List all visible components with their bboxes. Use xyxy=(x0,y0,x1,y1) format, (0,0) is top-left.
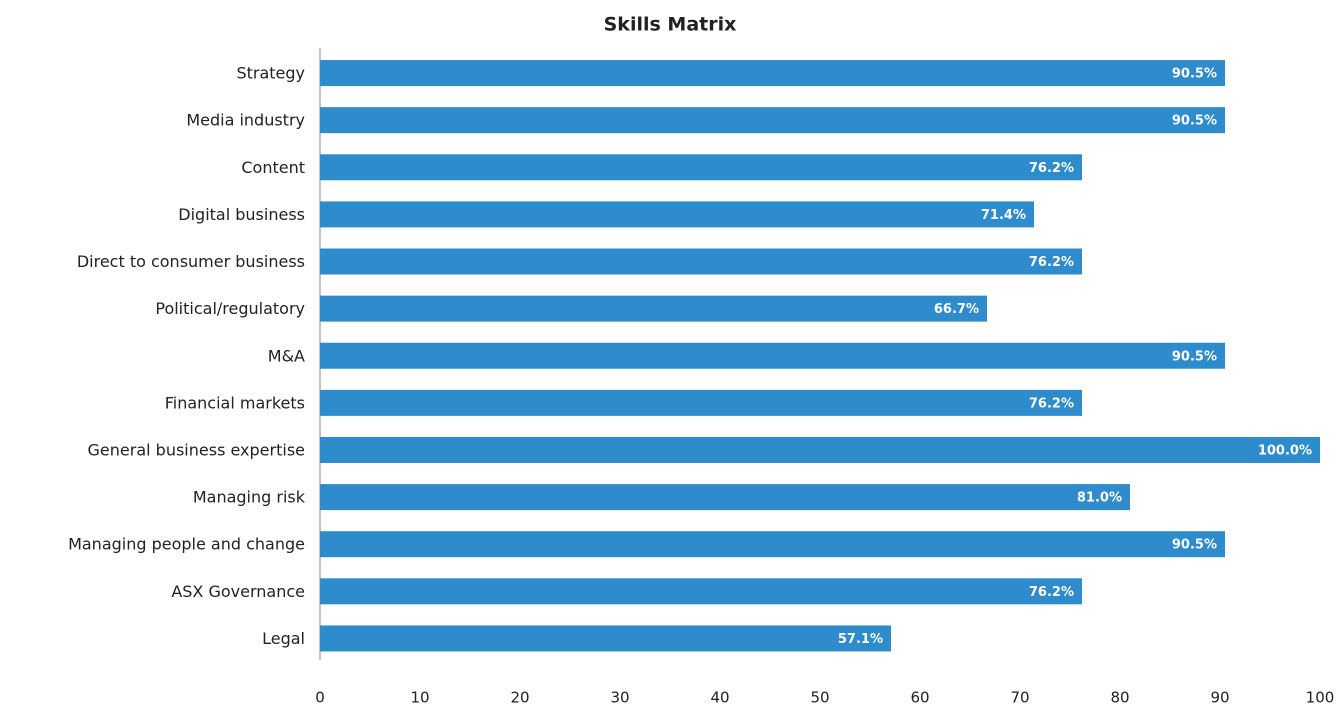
bar xyxy=(320,60,1225,87)
bar xyxy=(320,295,987,322)
bar xyxy=(320,154,1082,181)
y-tick-label: Direct to consumer business xyxy=(77,252,305,271)
y-tick-label: Political/regulatory xyxy=(155,299,305,318)
x-tick-label: 0 xyxy=(315,689,325,707)
y-tick-label: General business expertise xyxy=(88,440,305,459)
y-tick-label: Legal xyxy=(262,629,305,648)
x-tick-label: 100 xyxy=(1306,689,1335,707)
value-label: 71.4% xyxy=(981,208,1026,223)
value-label: 57.1% xyxy=(838,632,883,647)
value-label: 81.0% xyxy=(1077,491,1122,506)
y-tick-label: Digital business xyxy=(178,205,305,224)
x-tick-label: 80 xyxy=(1110,689,1129,707)
y-tick-label: ASX Governance xyxy=(171,582,305,601)
x-tick-label: 70 xyxy=(1010,689,1029,707)
bar xyxy=(320,578,1082,605)
value-label: 90.5% xyxy=(1172,538,1217,553)
value-label: 90.5% xyxy=(1172,114,1217,129)
value-label: 76.2% xyxy=(1029,161,1074,176)
bar xyxy=(320,436,1320,463)
y-tick-label: Financial markets xyxy=(165,393,305,412)
value-label: 76.2% xyxy=(1029,585,1074,600)
x-tick-label: 30 xyxy=(610,689,629,707)
value-label: 90.5% xyxy=(1172,67,1217,82)
value-label: 76.2% xyxy=(1029,396,1074,411)
value-label: 76.2% xyxy=(1029,255,1074,270)
bar xyxy=(320,201,1034,228)
x-tick-label: 50 xyxy=(810,689,829,707)
x-tick-label: 90 xyxy=(1210,689,1229,707)
y-tick-label: Strategy xyxy=(236,64,305,83)
y-tick-label: Managing risk xyxy=(193,488,306,507)
y-tick-label: M&A xyxy=(268,346,305,365)
x-tick-label: 60 xyxy=(910,689,929,707)
bar xyxy=(320,389,1082,416)
value-label: 90.5% xyxy=(1172,349,1217,364)
bar xyxy=(320,342,1225,369)
bar xyxy=(320,531,1225,558)
bar xyxy=(320,484,1130,511)
bar xyxy=(320,248,1082,275)
y-tick-label: Content xyxy=(241,158,305,177)
bar xyxy=(320,107,1225,134)
x-tick-label: 40 xyxy=(710,689,729,707)
chart-title: Skills Matrix xyxy=(604,14,737,36)
x-tick-label: 10 xyxy=(410,689,429,707)
bar xyxy=(320,625,891,652)
y-tick-label: Media industry xyxy=(186,111,305,130)
y-tick-label: Managing people and change xyxy=(68,535,305,554)
value-label: 66.7% xyxy=(934,302,979,317)
x-tick-label: 20 xyxy=(510,689,529,707)
value-label: 100.0% xyxy=(1258,443,1312,458)
